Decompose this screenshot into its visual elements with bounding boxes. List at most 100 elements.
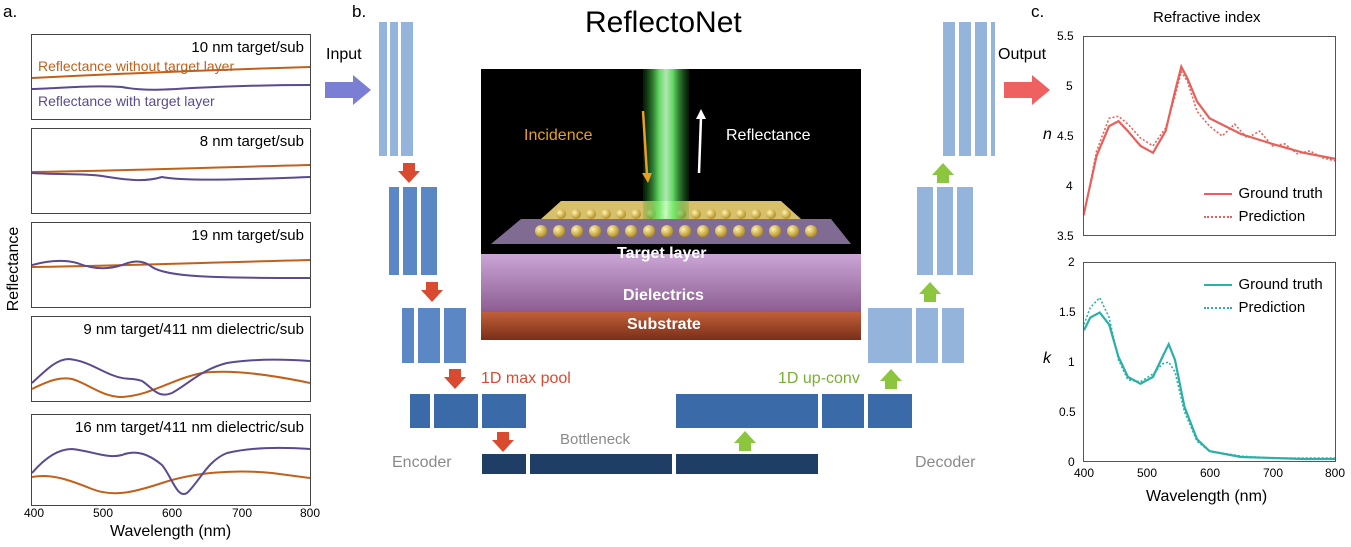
input-label: Input [326,46,362,63]
device-illustration [481,69,861,340]
n-tick: 3.5 [1057,229,1074,243]
max-pool-arrow [421,282,443,302]
k-tick: 1 [1068,355,1075,369]
reflectance-subplot-2: 8 nm target/sub [31,128,311,214]
legend-truth-label: Ground truth [1238,185,1323,202]
legend-line [1204,306,1232,309]
decoder-label: Decoder [915,454,976,471]
x-tick: 700 [232,506,253,520]
subplot-1-plot [32,66,310,91]
panel-c-x-label: Wavelength (nm) [1146,488,1268,505]
x-tick: 500 [93,506,114,520]
device-render: Incidence Reflectance Target layer Diele… [481,69,861,340]
legend-truth-label: Ground truth [1238,276,1323,293]
subplot-label: 19 nm target/sub [191,227,304,244]
legend-pred-label: Prediction [1238,299,1306,316]
decoder-layer-1c [975,22,987,156]
c-x-tick: 800 [1325,466,1346,480]
c-x-tick: 600 [1200,466,1221,480]
decoder-layer-4b [822,394,864,428]
panel-a-y-label: Reflectance [5,226,22,312]
bottleneck-layer-3 [676,454,818,474]
panel-c-letter: c. [1031,2,1045,21]
encoder-layer-4c [482,394,526,428]
legend-line [1204,192,1232,195]
subplot-4-plot [32,357,310,399]
panel-b-letter: b. [352,2,367,21]
reflectance-label: Reflectance [726,127,811,144]
legend-with-target: Reflectance with target layer [38,93,215,109]
k-plot [1083,296,1335,461]
legend-line [1204,215,1232,218]
up-conv-arrow [932,163,954,183]
up-conv-arrow [880,369,902,389]
curve-without-target [32,66,310,79]
n-tick: 5 [1066,79,1073,93]
bottleneck-label: Bottleneck [560,431,631,448]
encoder-layer-2b [403,187,417,275]
k-tick: 0.5 [1059,405,1076,419]
subplot-5-plot [32,446,310,495]
subplot-3-plot [32,259,310,279]
legend-truth-k: Ground truth [1204,276,1323,294]
curve-without-target [32,259,310,268]
decoder-layer-4c [868,394,912,428]
legend-without-target: Reflectance without target layer [38,58,235,74]
up-conv-arrow [919,282,941,302]
curve-with-target [32,357,310,396]
encoder-layer-3b [418,308,440,363]
encoder-layer-1c [401,22,413,156]
panel-a-x-label: Wavelength (nm) [110,523,232,540]
c-x-tick: 500 [1137,466,1158,480]
max-pool-arrow [398,163,420,183]
reflectance-subplot-1: 10 nm target/sub Reflectance without tar… [31,34,311,120]
curve-without-target [32,470,310,495]
encoder-label: Encoder [392,454,452,471]
encoder-layer-1a [379,22,387,156]
encoder-layer-3c [444,308,466,363]
ground-truth-line [1082,63,1336,214]
incidence-label: Incidence [524,127,593,144]
c-x-tick: 700 [1263,466,1284,480]
output-label: Output [998,46,1047,63]
encoder-layer-4b [434,394,478,428]
curve-with-target [32,172,310,182]
legend-truth-n: Ground truth [1204,185,1323,203]
target-layer-label: Target layer [617,245,707,262]
k-axis-label: k [1043,350,1051,367]
encoder-layer-2c [421,187,437,275]
n-axis-label: n [1043,126,1052,143]
reflectance-subplot-4: 9 nm target/411 nm dielectric/sub [31,316,311,402]
ground-truth-line [1083,311,1335,461]
k-tick: 1.5 [1059,305,1076,319]
encoder-layer-4a [410,394,430,428]
n-tick: 4 [1066,179,1073,193]
curve-without-target [32,164,310,173]
panel-c-title: Refractive index [1153,9,1261,26]
k-chart: Ground truth Prediction [1083,262,1336,462]
network-title: ReflectoNet [585,6,742,39]
decoder-layer-3a [868,308,912,363]
curve-without-target [32,370,310,399]
decoder-layer-3b [916,308,938,363]
x-tick: 400 [24,506,45,520]
n-tick: 4.5 [1057,129,1074,143]
x-tick: 800 [300,506,321,520]
decoder-layer-3c [942,308,964,363]
decoder-layer-2c [957,187,973,275]
subplot-label: 9 nm target/411 nm dielectric/sub [83,321,304,338]
bottleneck-layer-2 [530,454,672,474]
max-pool-arrow [444,369,466,389]
c-x-tick: 400 [1074,466,1095,480]
legend-line [1204,283,1232,286]
reflectance-subplot-3: 19 nm target/sub [31,222,311,308]
legend-pred-n: Prediction [1204,208,1305,226]
input-arrow [325,75,371,105]
reflectance-subplot-5: 16 nm target/411 nm dielectric/sub [31,414,311,506]
encoder-layer-1b [390,22,398,156]
bottleneck-layer-1 [482,454,526,474]
substrate-label: Substrate [627,316,701,333]
up-conv-arrow [734,431,756,451]
curve-with-target [32,259,310,279]
k-tick: 0 [1068,455,1075,469]
